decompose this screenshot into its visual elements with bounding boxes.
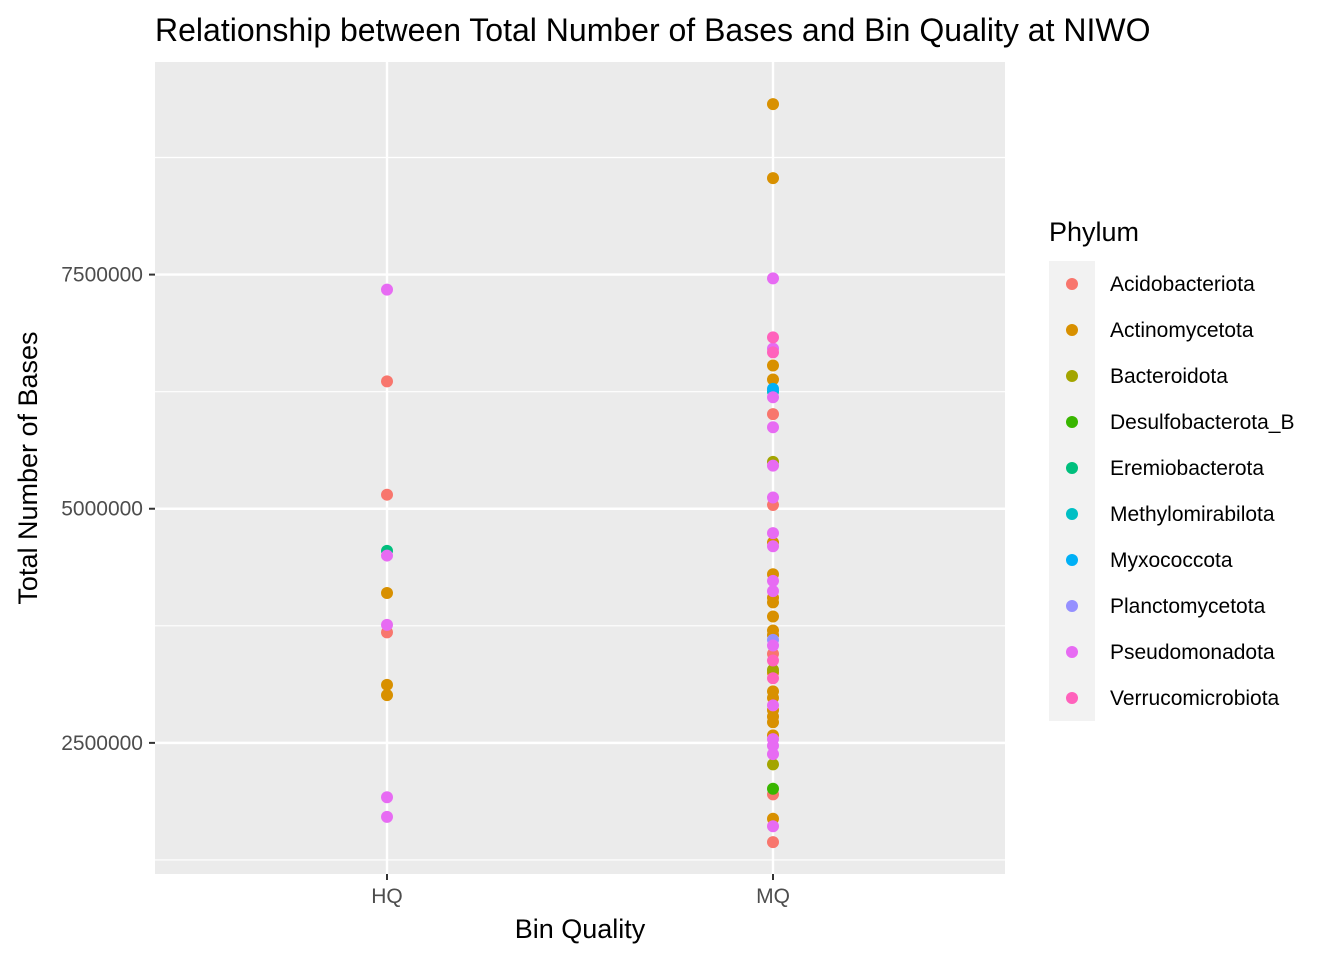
point-pseudomonadota-9: [767, 459, 779, 472]
point-acidobacteriota-1: [381, 488, 393, 501]
point-actinomycetota-11: [767, 610, 779, 623]
point-pseudomonadota-15: [767, 639, 779, 652]
y-tick-label-2: 7500000: [61, 264, 143, 287]
legend-label-4: Eremiobacterota: [1110, 457, 1264, 480]
point-pseudomonadota-4: [381, 810, 393, 823]
legend-label-9: Verrucomicrobiota: [1110, 687, 1280, 710]
point-pseudomonadota-13: [767, 574, 779, 587]
y-axis-title: Total Number of Bases: [13, 331, 43, 604]
legend-label-3: Desulfobacterota_B: [1110, 411, 1294, 434]
point-pseudomonadota-7: [767, 391, 779, 404]
point-pseudomonadota-1: [381, 549, 393, 562]
point-pseudomonadota-19: [767, 748, 779, 761]
point-acidobacteriota-7: [767, 836, 779, 849]
point-acidobacteriota-3: [767, 408, 779, 421]
point-pseudomonadota-12: [767, 540, 779, 553]
legend-key-1: [1066, 324, 1078, 336]
legend-label-1: Actinomycetota: [1110, 319, 1254, 342]
legend-key-5: [1066, 508, 1078, 520]
x-axis: HQ MQ: [371, 874, 790, 908]
point-pseudomonadota-3: [381, 791, 393, 804]
point-actinomycetota-0: [381, 587, 393, 600]
legend-key-6: [1066, 554, 1078, 566]
point-myxococcota-0: [767, 382, 779, 395]
legend-key-3: [1066, 416, 1078, 428]
point-pseudomonadota-11: [767, 527, 779, 540]
y-axis: 2500000 5000000 7500000: [61, 264, 155, 755]
legend-label-8: Pseudomonadota: [1110, 641, 1275, 664]
point-actinomycetota-1: [381, 678, 393, 691]
legend-label-5: Methylomirabilota: [1110, 503, 1275, 526]
legend-key-background: [1049, 261, 1095, 721]
point-pseudomonadota-2: [381, 618, 393, 631]
legend-key-8: [1066, 646, 1078, 658]
legend-title: Phylum: [1049, 217, 1139, 247]
y-tick-label-0: 2500000: [61, 732, 143, 755]
point-bacteroidota-1: [767, 663, 779, 676]
point-verrucomicrobiota-0: [767, 331, 779, 344]
point-verrucomicrobiota-3: [767, 672, 779, 685]
point-pseudomonadota-8: [767, 421, 779, 434]
point-acidobacteriota-0: [381, 375, 393, 388]
point-actinomycetota-5: [767, 359, 779, 372]
point-actinomycetota-2: [381, 689, 393, 702]
point-pseudomonadota-5: [767, 272, 779, 285]
legend-key-7: [1066, 600, 1078, 612]
point-pseudomonadota-18: [767, 739, 779, 752]
legend-label-2: Bacteroidota: [1110, 365, 1228, 388]
x-tick-label-1: MQ: [756, 885, 790, 908]
point-pseudomonadota-0: [381, 283, 393, 296]
point-actinomycetota-10: [767, 596, 779, 609]
point-pseudomonadota-16: [767, 699, 779, 712]
point-bacteroidota-2: [767, 758, 779, 771]
point-pseudomonadota-20: [767, 820, 779, 833]
legend-label-0: Acidobacteriota: [1110, 273, 1255, 296]
plot-panel: [155, 62, 1005, 874]
point-verrucomicrobiota-2: [767, 654, 779, 667]
legend-label-6: Myxococcota: [1110, 549, 1233, 572]
point-actinomycetota-3: [767, 98, 779, 111]
x-axis-title: Bin Quality: [515, 914, 646, 944]
point-desulfobacterota-b-0: [767, 782, 779, 795]
legend-key-9: [1066, 692, 1078, 704]
legend-key-2: [1066, 370, 1078, 382]
y-tick-label-1: 5000000: [61, 498, 143, 521]
legend: Phylum Acidobacteriota Actinomycetota Bact…: [1049, 217, 1294, 721]
legend-key-0: [1066, 278, 1078, 290]
point-pseudomonadota-10: [767, 491, 779, 504]
point-actinomycetota-19: [767, 716, 779, 729]
point-pseudomonadota-14: [767, 585, 779, 598]
point-actinomycetota-6: [767, 373, 779, 386]
x-tick-label-0: HQ: [371, 885, 403, 908]
point-verrucomicrobiota-1: [767, 346, 779, 359]
data-points: [381, 98, 779, 849]
legend-label-7: Planctomycetota: [1110, 595, 1266, 618]
point-actinomycetota-4: [767, 172, 779, 185]
chart-title: Relationship between Total Number of Bas…: [155, 12, 1150, 48]
legend-key-4: [1066, 462, 1078, 474]
